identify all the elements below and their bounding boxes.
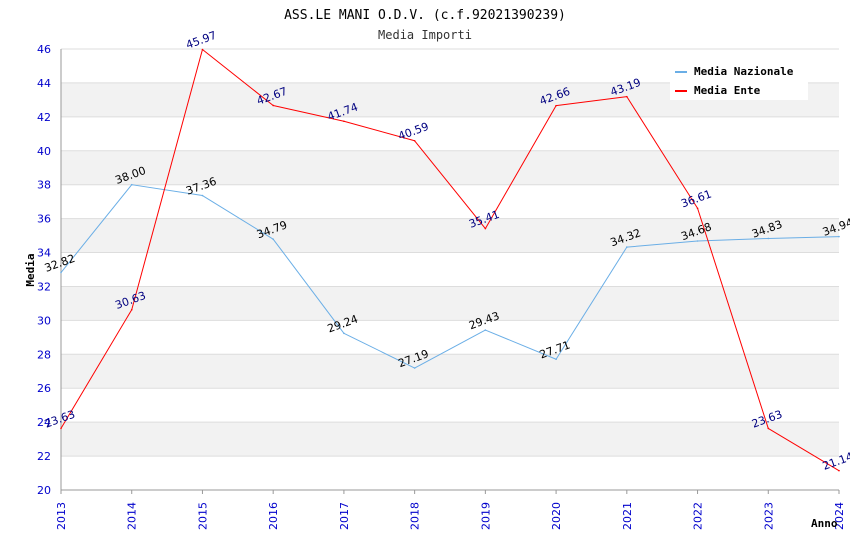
data-point <box>555 358 557 361</box>
data-label: 45.97 <box>184 29 218 52</box>
x-tick-label: 2021 <box>621 502 634 530</box>
plot-background-bands <box>61 48 839 491</box>
legend-label-nazionale: Media Nazionale <box>694 65 794 78</box>
y-tick-label: 28 <box>37 348 51 361</box>
data-point <box>838 235 840 238</box>
series-lines <box>60 48 840 472</box>
x-tick-label: 2019 <box>479 502 492 530</box>
data-point <box>767 237 770 240</box>
data-point <box>343 120 345 123</box>
y-tick-label: 30 <box>37 314 51 327</box>
y-tick-label: 40 <box>37 145 51 158</box>
data-point <box>272 104 274 107</box>
series-line-nazionale <box>60 184 840 369</box>
y-tick-label: 42 <box>37 111 51 124</box>
data-point <box>343 332 345 335</box>
data-point <box>413 367 416 369</box>
data-point <box>201 48 204 51</box>
x-tick-label: 2014 <box>126 502 139 530</box>
x-tick-label: 2023 <box>762 502 775 530</box>
grid-band <box>61 354 839 389</box>
data-point <box>696 240 699 242</box>
data-point <box>767 427 770 430</box>
data-point <box>626 95 628 98</box>
data-point <box>484 329 487 331</box>
y-tick-label: 20 <box>37 484 51 497</box>
axes <box>60 49 839 491</box>
x-tick-label: 2022 <box>692 502 705 530</box>
grid-band <box>61 150 839 185</box>
data-point <box>484 227 487 230</box>
x-tick-label: 2017 <box>338 502 351 530</box>
data-point <box>696 207 699 210</box>
x-tick-label: 2013 <box>55 502 68 530</box>
data-point <box>60 271 62 274</box>
y-axis-label: Media <box>24 253 37 286</box>
data-point <box>626 246 628 248</box>
x-tick-label: 2016 <box>267 502 280 530</box>
legend-box <box>670 61 808 100</box>
y-tick-label: 26 <box>37 382 51 395</box>
legend: Media Nazionale Media Ente <box>670 61 808 100</box>
data-point <box>272 238 274 240</box>
x-tick-label: 2015 <box>196 502 209 530</box>
data-point <box>130 308 133 311</box>
legend-label-ente: Media Ente <box>694 84 761 97</box>
data-point <box>130 183 133 186</box>
y-axis-ticks: 20 22 24 26 28 30 32 34 36 38 40 42 44 46 <box>37 43 51 497</box>
x-axis-label: Anno <box>811 517 838 530</box>
series-line-ente <box>60 49 840 472</box>
grid-band <box>61 218 839 253</box>
y-tick-label: 32 <box>37 280 51 293</box>
chart-title: ASS.LE MANI O.D.V. (c.f.92021390239) <box>284 8 566 23</box>
x-tick-label: 2024 <box>833 502 846 530</box>
x-tick-label: 2018 <box>409 502 422 530</box>
chart-subtitle: Media Importi <box>378 28 472 42</box>
data-point <box>838 469 840 472</box>
data-point <box>60 427 62 430</box>
x-tick-label: 2020 <box>550 502 563 530</box>
y-tick-label: 44 <box>37 77 51 90</box>
y-tick-label: 38 <box>37 179 51 192</box>
data-point <box>555 104 557 107</box>
y-tick-label: 24 <box>37 416 51 429</box>
grid-band <box>61 422 839 457</box>
data-point <box>201 194 204 197</box>
y-tick-label: 36 <box>37 213 51 226</box>
data-point <box>413 139 416 142</box>
x-axis-ticks: 2013 2014 2015 2016 2017 2018 2019 2020 2021 2022… <box>55 490 846 530</box>
data-label: 40.59 <box>396 120 430 143</box>
y-tick-label: 34 <box>37 247 51 260</box>
y-tick-label: 46 <box>37 43 51 56</box>
grid-band <box>61 286 839 321</box>
y-tick-label: 22 <box>37 450 51 463</box>
